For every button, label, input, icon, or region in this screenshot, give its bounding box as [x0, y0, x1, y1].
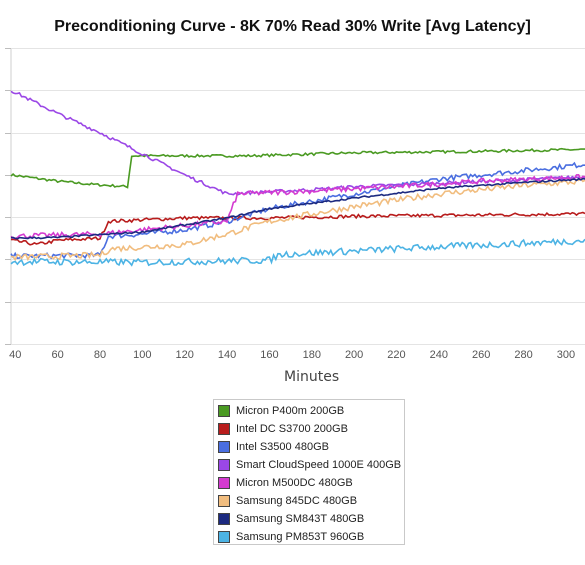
legend-swatch [218, 513, 230, 525]
legend-item[interactable]: Intel DC S3700 200GB [218, 420, 404, 438]
grid-lines [5, 48, 585, 345]
legend-item[interactable]: Intel S3500 480GB [218, 438, 404, 456]
legend-item[interactable]: Smart CloudSpeed 1000E 400GB [218, 456, 404, 474]
legend-swatch [218, 495, 230, 507]
series-lines [10, 90, 585, 267]
legend-label: Samsung PM853T 960GB [236, 531, 365, 543]
chart-title: Preconditioning Curve - 8K 70% Read 30% … [54, 18, 531, 35]
x-tick-label: 160 [260, 349, 278, 361]
x-tick-label: 100 [133, 349, 151, 361]
legend-label: Smart CloudSpeed 1000E 400GB [236, 459, 402, 471]
legend-swatch [218, 477, 230, 489]
legend-item[interactable]: Micron P400m 200GB [218, 402, 404, 420]
legend-label: Samsung 845DC 480GB [236, 495, 358, 507]
x-tick-label: 80 [94, 349, 106, 361]
legend: Micron P400m 200GB Intel DC S3700 200GB In… [213, 399, 405, 545]
legend-label: Samsung SM843T 480GB [236, 513, 365, 525]
x-tick-labels: 40 60 80 100 120 140 160 180 200 220 240 260 280 300 [9, 349, 575, 361]
legend-swatch [218, 423, 230, 435]
legend-item[interactable]: Samsung PM853T 960GB [218, 528, 404, 546]
x-tick-label: 300 [557, 349, 575, 361]
x-tick-label: 260 [472, 349, 490, 361]
legend-item[interactable]: Samsung 845DC 480GB [218, 492, 404, 510]
legend-item[interactable]: Micron M500DC 480GB [218, 474, 404, 492]
x-tick-label: 280 [514, 349, 532, 361]
legend-label: Micron P400m 200GB [236, 405, 345, 417]
x-tick-label: 60 [51, 349, 63, 361]
series-line-7 [10, 237, 585, 267]
legend-label: Intel DC S3700 200GB [236, 423, 348, 435]
x-tick-label: 140 [218, 349, 236, 361]
legend-label: Intel S3500 480GB [236, 441, 329, 453]
legend-swatch [218, 531, 230, 543]
legend-swatch [218, 459, 230, 471]
series-line-5 [10, 177, 585, 262]
legend-swatch [218, 405, 230, 417]
x-tick-label: 180 [303, 349, 321, 361]
x-axis-label: Minutes [284, 369, 340, 385]
x-tick-label: 200 [345, 349, 363, 361]
series-line-2 [10, 161, 585, 260]
legend-item[interactable]: Samsung SM843T 480GB [218, 510, 404, 528]
x-tick-label: 220 [387, 349, 405, 361]
series-line-6 [10, 177, 585, 240]
x-tick-label: 120 [176, 349, 194, 361]
x-tick-label: 40 [9, 349, 21, 361]
x-tick-label: 240 [430, 349, 448, 361]
legend-label: Micron M500DC 480GB [236, 477, 353, 489]
series-line-0 [10, 147, 585, 189]
legend-swatch [218, 441, 230, 453]
